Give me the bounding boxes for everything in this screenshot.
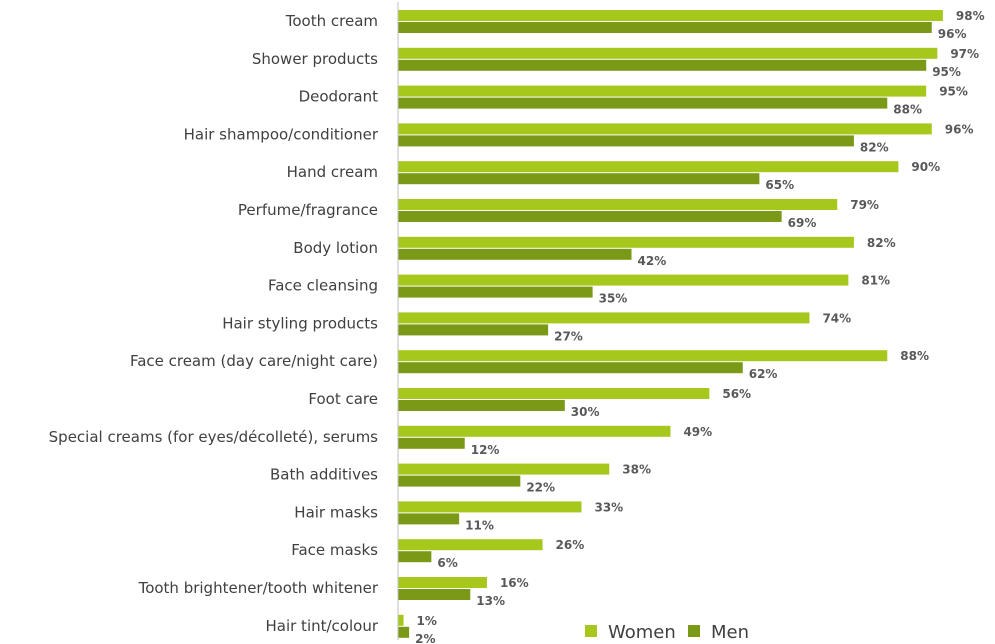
legend-swatch-men <box>688 625 700 637</box>
value-label-men-tooth-cream: 96% <box>938 27 967 41</box>
bar-women-bath-additives <box>398 463 610 475</box>
value-label-men-deodorant: 88% <box>893 103 922 117</box>
value-label-women-hair-shampoo-conditioner: 96% <box>945 122 974 136</box>
value-label-women-hand-cream: 90% <box>911 160 940 174</box>
bar-men-body-lotion <box>398 248 632 260</box>
value-label-women-perfume-fragrance: 79% <box>850 198 879 212</box>
bar-men-hair-shampoo-conditioner <box>398 135 854 147</box>
category-label-tooth-cream: Tooth cream <box>285 12 378 30</box>
bars <box>398 10 943 638</box>
value-label-women-deodorant: 95% <box>939 85 968 99</box>
legend-label-women: Women <box>608 622 676 643</box>
category-label-body-lotion: Body lotion <box>293 239 378 257</box>
bar-men-face-cleansing <box>398 286 593 298</box>
bar-men-bath-additives <box>398 475 521 487</box>
bar-women-hair-masks <box>398 501 582 513</box>
value-label-men-shower-products: 95% <box>932 65 961 79</box>
category-label-perfume-fragrance: Perfume/fragrance <box>238 201 378 219</box>
category-label-hair-shampoo-conditioner: Hair shampoo/conditioner <box>184 125 379 143</box>
bar-women-face-cleansing <box>398 274 849 286</box>
bar-women-foot-care <box>398 388 710 399</box>
bar-men-face-cream-day-care-night-care <box>398 362 743 374</box>
value-label-men-bath-additives: 22% <box>526 481 555 495</box>
value-label-men-hair-shampoo-conditioner: 82% <box>860 140 889 154</box>
value-label-men-special-creams-for-eyes-decollete-serums: 12% <box>471 443 500 457</box>
category-label-face-cleansing: Face cleansing <box>268 277 378 295</box>
bar-women-body-lotion <box>398 236 854 248</box>
bar-men-hair-masks <box>398 513 460 525</box>
value-label-men-face-masks: 6% <box>437 556 457 570</box>
category-label-hair-styling-products: Hair styling products <box>222 314 378 332</box>
value-label-women-face-cream-day-care-night-care: 88% <box>900 349 929 363</box>
category-label-face-masks: Face masks <box>291 541 378 559</box>
bar-men-face-masks <box>398 551 432 563</box>
bar-women-face-masks <box>398 539 543 551</box>
bar-women-hair-styling-products <box>398 312 810 324</box>
category-label-tooth-brightener-tooth-whitener: Tooth brightener/tooth whitener <box>138 579 379 597</box>
value-label-women-bath-additives: 38% <box>622 463 651 477</box>
bar-men-perfume-fragrance <box>398 211 782 222</box>
bar-men-hair-styling-products <box>398 324 549 336</box>
category-label-hair-masks: Hair masks <box>294 503 378 521</box>
bar-men-shower-products <box>398 59 927 71</box>
bar-men-foot-care <box>398 400 565 411</box>
value-label-men-perfume-fragrance: 69% <box>788 216 817 230</box>
value-label-men-hair-styling-products: 27% <box>554 329 583 343</box>
value-label-women-foot-care: 56% <box>722 387 751 401</box>
value-label-women-tooth-cream: 98% <box>956 9 985 23</box>
value-label-men-hand-cream: 65% <box>765 178 794 192</box>
legend-label-men: Men <box>711 622 749 643</box>
bar-men-special-creams-for-eyes-decollete-serums <box>398 437 465 449</box>
value-label-women-tooth-brightener-tooth-whitener: 16% <box>500 576 529 590</box>
bar-women-tooth-cream <box>398 10 943 21</box>
value-label-women-hair-masks: 33% <box>594 500 623 514</box>
category-label-hand-cream: Hand cream <box>287 163 378 181</box>
value-label-men-hair-tint-colour: 2% <box>415 632 435 644</box>
value-label-women-special-creams-for-eyes-decollete-serums: 49% <box>683 425 712 439</box>
value-label-men-face-cream-day-care-night-care: 62% <box>749 367 778 381</box>
bar-women-shower-products <box>398 47 938 59</box>
bar-women-hand-cream <box>398 161 899 173</box>
value-label-men-body-lotion: 42% <box>638 254 667 268</box>
category-label-bath-additives: Bath additives <box>270 466 378 484</box>
bar-men-deodorant <box>398 97 888 109</box>
bar-women-tooth-brightener-tooth-whitener <box>398 577 487 588</box>
value-label-women-shower-products: 97% <box>950 47 979 61</box>
category-label-hair-tint-colour: Hair tint/colour <box>265 617 378 635</box>
bar-men-tooth-brightener-tooth-whitener <box>398 589 471 600</box>
value-label-men-tooth-brightener-tooth-whitener: 13% <box>476 594 505 608</box>
bar-women-perfume-fragrance <box>398 199 838 210</box>
value-label-women-face-cleansing: 81% <box>861 274 890 288</box>
value-label-women-hair-tint-colour: 1% <box>417 614 437 628</box>
category-labels: Tooth cream Shower products Deodorant Hair … <box>49 12 379 635</box>
value-label-men-foot-care: 30% <box>571 405 600 419</box>
bar-women-hair-tint-colour <box>398 614 404 626</box>
bar-women-hair-shampoo-conditioner <box>398 123 932 135</box>
bar-men-tooth-cream <box>398 22 932 33</box>
category-label-special-creams-for-eyes-decollete-serums: Special creams (for eyes/décolleté), ser… <box>49 428 379 446</box>
value-label-men-face-cleansing: 35% <box>599 292 628 306</box>
bar-men-hand-cream <box>398 173 760 185</box>
bar-women-face-cream-day-care-night-care <box>398 350 888 362</box>
bar-women-deodorant <box>398 85 927 97</box>
category-label-foot-care: Foot care <box>308 390 378 408</box>
value-label-women-face-masks: 26% <box>556 538 585 552</box>
legend-swatch-women <box>585 625 597 637</box>
category-label-deodorant: Deodorant <box>299 88 379 106</box>
category-label-face-cream-day-care-night-care: Face cream (day care/night care) <box>130 352 378 370</box>
value-label-women-hair-styling-products: 74% <box>822 311 851 325</box>
bar-men-hair-tint-colour <box>398 626 410 638</box>
value-label-women-body-lotion: 82% <box>867 236 896 250</box>
value-labels: 98% 96% 97% 95% 95% 88% 96% 82% 90% 65% 79% 69% 82% 4… <box>415 9 984 644</box>
bar-women-special-creams-for-eyes-decollete-serums <box>398 425 671 437</box>
value-label-men-hair-masks: 11% <box>465 518 494 532</box>
legend: Women Men <box>585 622 749 643</box>
category-label-shower-products: Shower products <box>252 50 378 68</box>
